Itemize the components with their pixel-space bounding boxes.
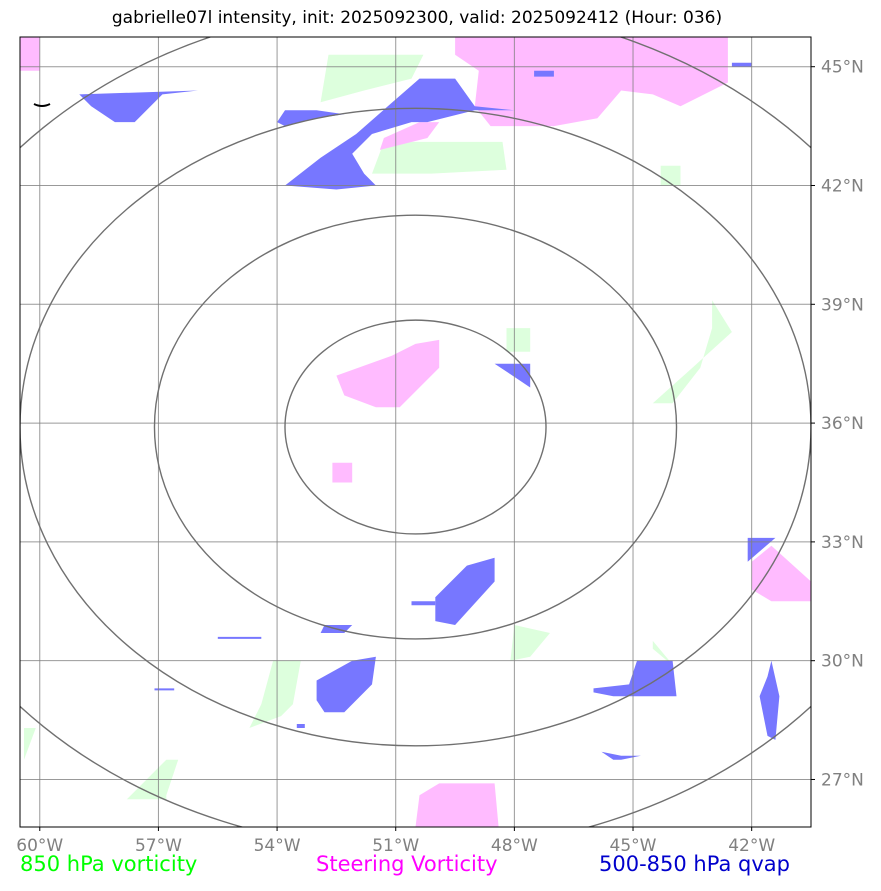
steering-vorticity-region: [415, 783, 499, 827]
legend-850-vorticity: 850 hPa vorticity: [20, 852, 198, 876]
steering-vorticity-region: [336, 339, 440, 408]
lat-tick-label: 36°N: [821, 414, 864, 434]
vort850-region: [510, 625, 550, 661]
legend-qvap: 500-850 hPa qvap: [599, 852, 790, 876]
qvap-region: [316, 656, 376, 713]
qvap-region: [731, 62, 752, 67]
vort850-region: [372, 141, 507, 174]
qvap-region: [154, 688, 175, 691]
vort850-region: [652, 300, 732, 404]
lon-tick-label: 48°W: [491, 836, 538, 856]
lon-tick-label: 60°W: [16, 836, 63, 856]
lon-tick-label: 45°W: [610, 836, 657, 856]
vort850-region: [24, 728, 36, 760]
qvap-region: [534, 70, 554, 77]
qvap-region: [296, 724, 305, 728]
qvap-region: [494, 363, 531, 388]
qvap-region: [217, 636, 262, 639]
qvap-region: [285, 78, 515, 190]
range-ring: [20, 107, 811, 747]
map-title: gabrielle07l intensity, init: 2025092300…: [111, 8, 723, 28]
range-ring: [284, 319, 547, 535]
vort850-region: [506, 328, 531, 352]
steering-vorticity-region: [20, 37, 40, 71]
legend-steering-vorticity: Steering Vorticity: [316, 852, 498, 876]
lat-tick-label: 45°N: [821, 58, 864, 78]
steering-vorticity-region: [332, 462, 353, 483]
lat-tick-label: 42°N: [821, 176, 864, 196]
lat-tick-label: 27°N: [821, 770, 864, 790]
qvap-layer: [79, 62, 780, 760]
lon-tick-label: 54°W: [254, 836, 301, 856]
axis-ticks: [39, 66, 815, 831]
longitude-labels: 60°W 57°W 54°W 51°W 48°W 45°W 42°W: [16, 836, 775, 856]
qvap-region: [593, 660, 677, 697]
steering-vorticity-layer: [20, 37, 811, 827]
lon-tick-label: 57°W: [135, 836, 182, 856]
lat-tick-label: 30°N: [821, 652, 864, 672]
range-rings: [20, 37, 811, 827]
lat-tick-label: 39°N: [821, 295, 864, 315]
latitude-labels: 45°N 42°N 39°N 36°N 33°N 30°N 27°N: [821, 58, 864, 791]
lon-tick-label: 51°W: [372, 836, 419, 856]
plot-area: [20, 37, 811, 827]
coastline-fragment: [33, 103, 51, 107]
qvap-region: [759, 660, 780, 740]
qvap-region: [277, 110, 345, 127]
vort850-region: [660, 165, 681, 186]
lat-tick-label: 33°N: [821, 533, 864, 553]
gridlines: [20, 37, 811, 827]
steering-vorticity-region: [379, 122, 440, 150]
qvap-region: [601, 751, 641, 760]
range-ring: [153, 214, 678, 640]
map-frame: [19, 36, 812, 828]
steering-vorticity-region: [455, 37, 728, 127]
range-ring: [20, 37, 811, 827]
qvap-region: [435, 557, 495, 625]
steering-vorticity-region: [751, 545, 811, 602]
qvap-region: [79, 90, 198, 123]
qvap-region: [411, 601, 436, 606]
vort850-region: [249, 660, 301, 728]
qvap-region: [747, 537, 776, 562]
lon-tick-label: 42°W: [728, 836, 775, 856]
